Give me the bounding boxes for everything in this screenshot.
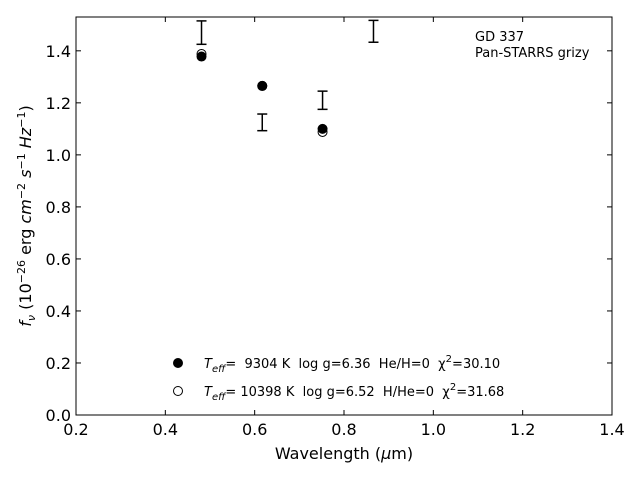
x-tick-label: 1.4 [599,420,624,439]
object-name-annotation: GD 337 [475,30,524,45]
plot-area [75,16,613,416]
legend-label-filled: Teff= 9304 K log g=6.36 He/H=0 χ2=30.10 [204,354,500,375]
y-axis-title: fν (10−26 erg cm−2 s−1 Hz−1) [15,105,38,326]
observed-errorbar [196,20,207,46]
plot-frame [75,16,613,416]
y-tick-label: 0.4 [46,302,71,321]
y-tick-label: 0.6 [46,250,71,269]
legend-label-open: Teff= 10398 K log g=6.52 H/He=0 χ2=31.68 [204,382,504,403]
y-tick-label: 0.2 [46,354,71,373]
y-tick-label: 1.2 [46,94,71,113]
legend-marker-open [173,386,183,396]
model-point-filled [196,51,207,62]
observed-errorbar [317,90,328,111]
legend: Teff= 9304 K log g=6.36 He/H=0 χ2=30.10 … [173,354,504,403]
model-point-filled [317,123,328,134]
x-tick-label: 0.6 [242,420,267,439]
y-tick-label: 0.0 [46,406,71,425]
x-tick-label: 1.0 [421,420,446,439]
x-axis-ticks: 0.2 0.4 0.6 0.8 1.0 1.2 1.4 [63,17,625,439]
observed-fluxes [196,19,379,132]
y-axis-ticks: 0.0 0.2 0.4 0.6 0.8 1.0 1.2 1.4 [46,42,612,425]
legend-marker-filled [173,358,183,368]
x-tick-label: 0.4 [153,420,178,439]
survey-annotation: Pan-STARRS grizy [475,46,590,61]
x-axis-title: Wavelength (μm) [275,444,413,463]
model-points [196,48,328,137]
observed-errorbar [257,113,268,132]
y-tick-label: 0.8 [46,198,71,217]
y-tick-label: 1.4 [46,42,71,61]
model-point-filled [257,80,268,91]
y-tick-label: 1.0 [46,146,71,165]
x-tick-label: 0.2 [63,420,88,439]
x-tick-label: 1.2 [510,420,535,439]
observed-errorbar [368,19,379,43]
x-tick-label: 0.8 [331,420,356,439]
